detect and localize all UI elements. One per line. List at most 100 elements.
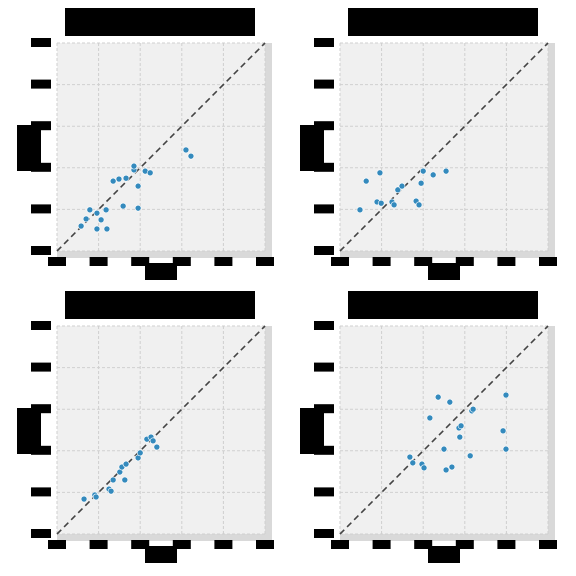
- point: [134, 182, 142, 190]
- point: [130, 162, 138, 170]
- point: [409, 459, 417, 467]
- obscured-text: [314, 79, 334, 89]
- obscured-text: [172, 257, 191, 266]
- point: [499, 427, 507, 435]
- point: [420, 464, 428, 472]
- obscured-text: [497, 257, 516, 266]
- obscured-text: [300, 408, 324, 454]
- obscured-text: [172, 540, 191, 549]
- point: [97, 216, 105, 224]
- obscured-text: [348, 291, 538, 319]
- point: [153, 443, 161, 451]
- point: [134, 204, 142, 212]
- obscured-text: [214, 257, 233, 266]
- point: [429, 171, 437, 179]
- obscured-text: [89, 257, 108, 266]
- point: [187, 152, 195, 160]
- point: [102, 206, 110, 214]
- obscured-text: [31, 362, 51, 372]
- point: [119, 202, 127, 210]
- point: [121, 476, 129, 484]
- obscured-text: [48, 257, 66, 266]
- obscured-text: [214, 540, 233, 549]
- obscured-text: [256, 257, 274, 266]
- point: [434, 393, 442, 401]
- obscured-text: [348, 8, 538, 36]
- obscured-text: [331, 257, 349, 266]
- obscured-text: [145, 263, 177, 280]
- point: [109, 177, 117, 185]
- identity-line: [339, 42, 549, 252]
- obscured-text: [314, 38, 334, 47]
- point: [442, 167, 450, 175]
- identity-line: [339, 325, 549, 535]
- point: [109, 476, 117, 484]
- point: [446, 398, 454, 406]
- point: [136, 449, 144, 457]
- point: [182, 146, 190, 154]
- point: [457, 422, 465, 430]
- point: [149, 437, 157, 445]
- obscured-text: [414, 540, 433, 549]
- obscured-text: [331, 540, 349, 549]
- point: [122, 174, 130, 182]
- obscured-text: [414, 257, 433, 266]
- obscured-text: [31, 38, 51, 47]
- obscured-text: [31, 79, 51, 89]
- point: [502, 445, 510, 453]
- point: [86, 206, 94, 214]
- point: [122, 460, 130, 468]
- identity-line: [56, 325, 266, 535]
- obscured-text: [31, 204, 51, 214]
- identity-line: [56, 42, 266, 252]
- obscured-text: [17, 408, 41, 454]
- obscured-text: [314, 529, 334, 538]
- obscured-text: [428, 546, 460, 563]
- point: [406, 453, 414, 461]
- point: [456, 433, 464, 441]
- obscured-text: [372, 540, 391, 549]
- point: [376, 169, 384, 177]
- point: [82, 215, 90, 223]
- point: [442, 466, 450, 474]
- obscured-text: [48, 540, 66, 549]
- point: [466, 452, 474, 460]
- obscured-text: [455, 257, 474, 266]
- obscured-text: [455, 540, 474, 549]
- obscured-text: [314, 321, 334, 330]
- point: [77, 222, 85, 230]
- point: [469, 405, 477, 413]
- point: [377, 199, 385, 207]
- obscured-text: [131, 540, 150, 549]
- obscured-text: [256, 540, 274, 549]
- point: [398, 182, 406, 190]
- point: [394, 186, 402, 194]
- obscured-text: [17, 125, 41, 171]
- obscured-text: [314, 487, 334, 497]
- point: [448, 463, 456, 471]
- point: [502, 391, 510, 399]
- point: [146, 169, 154, 177]
- point: [93, 225, 101, 233]
- obscured-text: [131, 257, 150, 266]
- obscured-text: [31, 321, 51, 330]
- point: [92, 493, 100, 501]
- obscured-text: [539, 540, 557, 549]
- point: [115, 175, 123, 183]
- obscured-text: [428, 263, 460, 280]
- point: [419, 167, 427, 175]
- obscured-text: [31, 487, 51, 497]
- point: [93, 209, 101, 217]
- point: [440, 445, 448, 453]
- point: [426, 414, 434, 422]
- obscured-text: [314, 362, 334, 372]
- obscured-text: [89, 540, 108, 549]
- obscured-text: [314, 204, 334, 214]
- obscured-text: [145, 546, 177, 563]
- obscured-text: [314, 246, 334, 255]
- point: [356, 206, 364, 214]
- point: [417, 179, 425, 187]
- point: [390, 201, 398, 209]
- obscured-text: [31, 529, 51, 538]
